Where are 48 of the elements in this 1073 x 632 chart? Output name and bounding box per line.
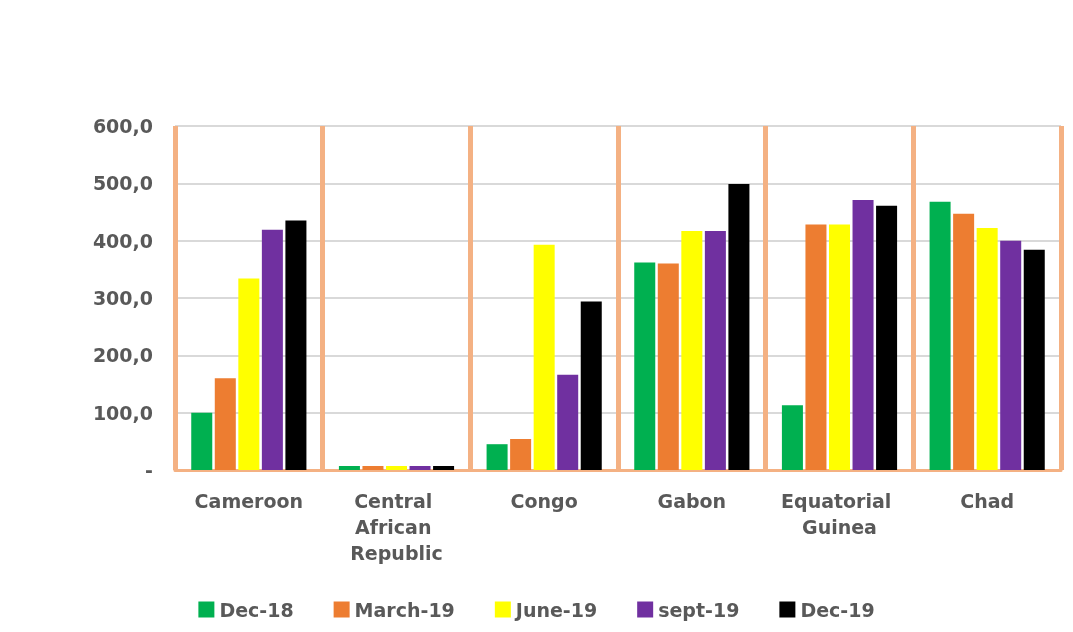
bar bbox=[976, 228, 998, 470]
bar bbox=[1023, 249, 1045, 470]
bar bbox=[805, 224, 827, 470]
bar bbox=[728, 183, 750, 470]
bar bbox=[261, 229, 283, 470]
x-tick-label: Central African Republic bbox=[350, 490, 443, 564]
bar bbox=[338, 465, 360, 470]
y-tick-label: - bbox=[145, 459, 153, 481]
bar bbox=[828, 224, 851, 470]
bar bbox=[852, 199, 874, 470]
x-tick-label: Chad bbox=[960, 490, 1015, 512]
bar bbox=[409, 465, 431, 470]
legend-label: Dec-18 bbox=[219, 598, 294, 621]
bar bbox=[876, 205, 898, 470]
bar bbox=[191, 412, 213, 470]
bar bbox=[704, 230, 726, 470]
y-tick-label: 600,0 bbox=[92, 115, 153, 137]
bar bbox=[557, 374, 579, 470]
legend-label: June-19 bbox=[513, 598, 598, 621]
y-tick-label: 200,0 bbox=[92, 344, 153, 367]
x-tick-label: Equatorial Guinea bbox=[781, 490, 898, 538]
bar bbox=[214, 378, 236, 470]
bar bbox=[433, 465, 455, 470]
y-tick-label: 500,0 bbox=[92, 172, 153, 195]
y-tick-label: 100,0 bbox=[92, 401, 153, 424]
bar bbox=[362, 465, 384, 470]
legend-label: March-19 bbox=[354, 598, 455, 621]
x-tick-label: Cameroon bbox=[194, 490, 304, 512]
bar bbox=[238, 278, 260, 470]
bar bbox=[781, 405, 803, 470]
bar bbox=[580, 301, 602, 470]
y-tick-label: 400,0 bbox=[92, 229, 153, 252]
x-tick-label: Gabon bbox=[657, 490, 727, 512]
legend-label: sept-19 bbox=[658, 598, 740, 621]
bar bbox=[486, 444, 508, 470]
bar bbox=[1000, 240, 1022, 470]
bar bbox=[681, 230, 703, 470]
bar bbox=[953, 213, 975, 470]
legend-label: Dec-19 bbox=[800, 598, 875, 621]
bar bbox=[533, 244, 555, 470]
bar bbox=[285, 220, 307, 470]
bar bbox=[385, 465, 408, 470]
x-tick-label: Congo bbox=[510, 490, 578, 512]
bar bbox=[657, 263, 679, 470]
bar bbox=[929, 201, 951, 470]
y-tick-label: 300,0 bbox=[92, 287, 153, 309]
bar bbox=[634, 262, 656, 470]
bar bbox=[510, 439, 532, 470]
